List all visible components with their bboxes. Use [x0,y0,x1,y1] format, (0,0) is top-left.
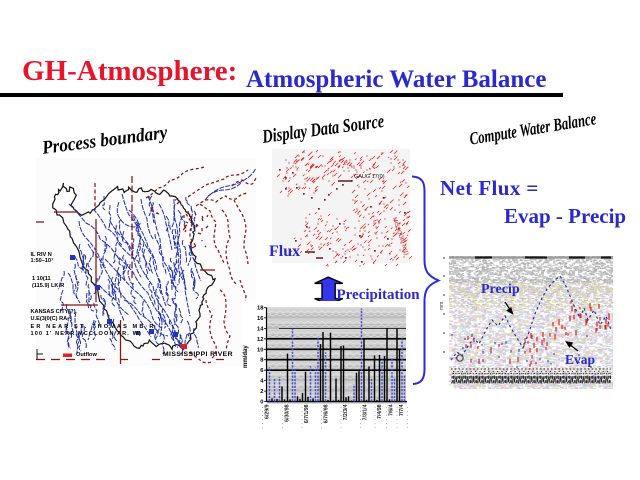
svg-text:7/4/98: 7/4/98 [377,404,383,419]
svg-text:GAUG 17(0): GAUG 17(0) [354,174,385,180]
svg-text:8: 8 [260,358,264,364]
svg-text:7/2/3/4: 7/2/3/4 [343,404,349,420]
svg-text:mm: mm [439,302,445,310]
svg-text:7/3/1/4: 7/3/1/4 [363,404,369,420]
svg-text:0: 0 [260,400,263,406]
svg-text:6/30/98: 6/30/98 [285,404,291,421]
svg-text:18: 18 [257,306,264,312]
svg-text:12: 12 [257,337,263,343]
svg-text:6: 6 [260,368,264,374]
svg-text:7/6/4: 7/6/4 [389,404,395,416]
svg-text:4: 4 [260,379,264,385]
svg-text:2: 2 [260,389,263,395]
svg-text:6/29/9: 6/29/9 [265,404,271,419]
svg-text:6/7/1/98: 6/7/1/98 [304,404,310,423]
svg-text:16: 16 [257,316,264,322]
svg-text:14: 14 [257,326,264,332]
svg-text:mm/day: mm/day [243,345,249,368]
svg-text:7/7/4: 7/7/4 [399,404,405,416]
svg-text:6/7/6/98: 6/7/6/98 [324,404,330,423]
svg-text:10: 10 [257,347,263,353]
